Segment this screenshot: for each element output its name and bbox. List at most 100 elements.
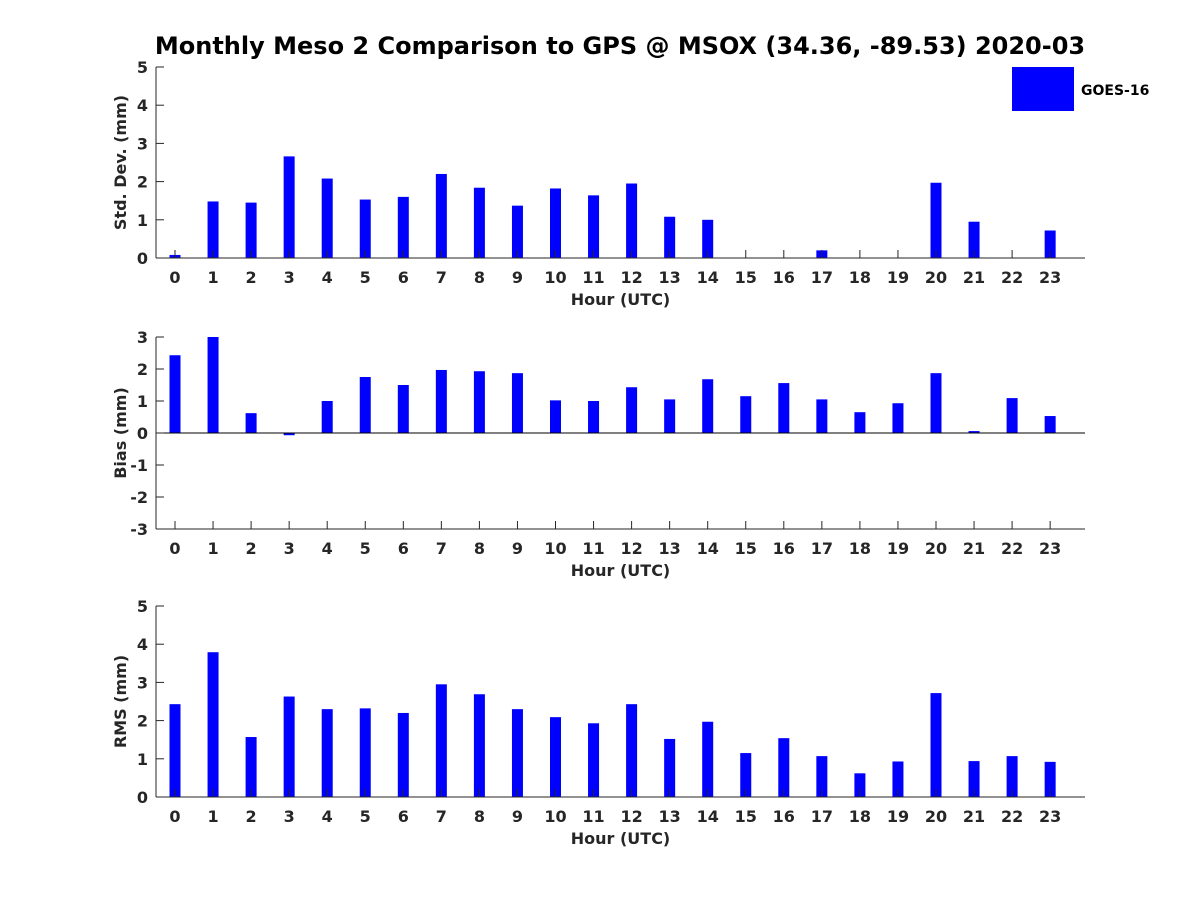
x-tick-label: 1 [207,268,218,287]
bar-std-dev-hour-10 [550,188,561,258]
bar-bias-hour-7 [435,369,447,433]
bar-bias-hour-12 [626,387,638,433]
bar-std-dev-hour-11 [588,195,600,258]
x-tick-label: 1 [207,807,218,826]
x-tick-label: 5 [360,539,371,558]
y-tick-label: 2 [137,360,148,379]
x-tick-label: 0 [169,539,180,558]
x-tick-label: 9 [512,268,523,287]
x-tick-label: 14 [697,268,719,287]
x-tick-label: 20 [925,807,947,826]
x-tick-label: 19 [887,807,909,826]
x-tick-label: 8 [474,539,485,558]
x-tick-label: 21 [963,539,985,558]
x-tick-label: 5 [360,807,371,826]
bar-rms-hour-6 [397,712,409,797]
bar-bias-hour-10 [550,400,561,433]
bar-std-dev-hour-5 [359,199,371,258]
bar-rms-hour-2 [245,737,257,797]
bar-rms-hour-9 [511,709,523,797]
x-tick-label: 7 [436,539,447,558]
bar-rms-hour-0 [169,704,181,797]
x-tick-label: 12 [620,807,642,826]
bar-bias-hour-14 [702,379,714,433]
x-tick-label: 3 [284,807,295,826]
x-tick-label: 11 [582,268,604,287]
x-tick-label: 8 [474,268,485,287]
bar-bias-hour-8 [473,371,485,433]
legend: GOES-16 [1012,67,1149,111]
x-axis-label: Hour (UTC) [571,829,671,848]
bar-bias-hour-2 [245,413,257,433]
x-tick-label: 10 [544,539,566,558]
bar-rms-hour-4 [321,709,333,797]
bar-bias-hour-22 [1006,398,1018,433]
bar-std-dev-hour-2 [245,202,257,258]
y-tick-label: 3 [137,134,148,153]
bar-rms-hour-15 [740,753,752,797]
bar-bias-hour-20 [930,373,942,433]
y-tick-label: 0 [137,424,148,443]
bar-bias-hour-0 [169,355,181,433]
y-tick-label: 1 [137,750,148,769]
x-tick-label: 18 [849,807,871,826]
y-tick-label: 2 [137,712,148,731]
x-tick-label: 1 [207,539,218,558]
x-tick-label: 17 [811,539,833,558]
x-tick-label: 3 [284,268,295,287]
x-tick-label: 10 [544,807,566,826]
x-tick-label: 6 [398,539,409,558]
bar-std-dev-hour-9 [511,205,523,258]
bar-bias-hour-5 [359,377,371,433]
bar-std-dev-hour-21 [968,221,980,258]
bar-rms-hour-10 [550,717,561,797]
x-tick-label: 13 [659,268,681,287]
x-tick-label: 0 [169,807,180,826]
x-tick-label: 4 [322,807,333,826]
y-axis-label: Bias (mm) [111,387,130,479]
bar-bias-hour-19 [892,403,904,433]
x-tick-label: 17 [811,807,833,826]
bar-bias-hour-15 [740,396,752,433]
bar-std-dev-hour-23 [1044,230,1056,258]
bar-rms-hour-22 [1006,756,1018,797]
bar-bias-hour-4 [321,401,333,433]
bar-std-dev-hour-20 [930,182,942,258]
x-tick-label: 7 [436,268,447,287]
x-tick-label: 0 [169,268,180,287]
x-tick-label: 16 [773,539,795,558]
bar-bias-hour-16 [778,383,790,433]
bar-bias-hour-9 [511,373,523,433]
y-tick-label: 5 [137,58,148,77]
bar-bias-hour-6 [397,385,409,433]
x-tick-label: 13 [659,807,681,826]
x-tick-label: 15 [735,807,757,826]
x-tick-label: 3 [284,539,295,558]
bar-std-dev-hour-6 [397,196,409,258]
x-tick-label: 12 [620,539,642,558]
x-tick-label: 11 [582,539,604,558]
y-tick-label: 2 [137,173,148,192]
x-tick-label: 9 [512,539,523,558]
x-tick-label: 17 [811,268,833,287]
x-tick-label: 12 [620,268,642,287]
bar-std-dev-hour-8 [473,187,485,258]
x-tick-label: 18 [849,539,871,558]
bar-std-dev-hour-3 [283,156,295,258]
bar-bias-hour-18 [854,412,866,433]
x-tick-label: 22 [1001,807,1023,826]
bar-std-dev-hour-4 [321,178,333,258]
y-tick-label: 3 [137,673,148,692]
y-tick-label: 0 [137,788,148,807]
bar-std-dev-hour-14 [702,219,714,258]
x-tick-label: 16 [773,807,795,826]
x-tick-label: 22 [1001,539,1023,558]
x-tick-label: 2 [246,539,257,558]
bar-bias-hour-13 [664,399,676,433]
x-axis-label: Hour (UTC) [571,290,671,309]
bar-rms-hour-18 [854,773,866,797]
x-axis-label: Hour (UTC) [571,561,671,580]
